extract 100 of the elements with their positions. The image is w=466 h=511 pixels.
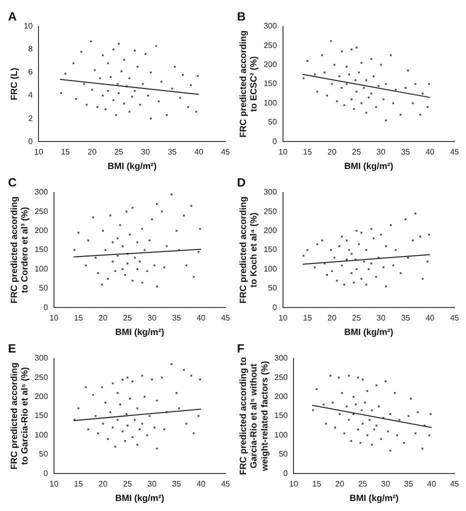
y-tick-label: 300 bbox=[264, 22, 278, 31]
y-tick-label: 150 bbox=[274, 411, 288, 420]
x-axis-title: BMI (kg/m²) bbox=[344, 327, 394, 338]
x-tick-label: 40 bbox=[427, 480, 437, 489]
x-tick-label: 40 bbox=[426, 148, 436, 157]
y-tick-label: 10 bbox=[24, 22, 34, 31]
x-axis-title: BMI (kg/m²) bbox=[108, 161, 157, 172]
y-axis-title: FRC predicted according to Garcia-Rio et al⁵ (%) bbox=[8, 362, 30, 470]
y-tick-label: 150 bbox=[264, 245, 278, 254]
y-tick-label: 0 bbox=[283, 468, 288, 478]
y-tick-label: 100 bbox=[274, 430, 288, 440]
y-tick-label: 300 bbox=[34, 188, 48, 197]
y-axis-title: FRC predicted according to ECSC² (%) bbox=[238, 30, 259, 138]
y-tick-label: 250 bbox=[264, 206, 278, 216]
x-tick-label: 45 bbox=[450, 148, 460, 157]
chart-title: A bbox=[8, 10, 17, 24]
x-tick-label: 10 bbox=[289, 480, 299, 489]
x-tick-label: 30 bbox=[376, 148, 386, 157]
x-tick-label: 15 bbox=[312, 480, 322, 489]
x-tick-label: 20 bbox=[328, 148, 337, 157]
x-tick-label: 20 bbox=[88, 148, 98, 157]
y-tick-label: 6 bbox=[28, 68, 34, 77]
x-tick-label: 30 bbox=[148, 314, 158, 323]
y-tick-label: 300 bbox=[34, 354, 48, 363]
y-tick-label: 250 bbox=[264, 40, 278, 50]
x-tick-label: 45 bbox=[221, 314, 231, 323]
x-tick-label: 10 bbox=[49, 314, 59, 323]
x-tick-label: 25 bbox=[358, 480, 368, 489]
y-tick-label: 100 bbox=[34, 264, 48, 274]
chart-title: E bbox=[8, 342, 16, 356]
chart-title: D bbox=[237, 176, 246, 190]
x-tick-label: 15 bbox=[303, 148, 312, 157]
y-tick-label: 0 bbox=[272, 136, 278, 146]
x-tick-label: 20 bbox=[328, 314, 337, 323]
x-axis-title: BMI (kg/m²) bbox=[344, 161, 394, 172]
chart-title: B bbox=[237, 10, 246, 24]
y-axis-title: FRC predicted according to Garcia-Rio et al⁵ without weight-related factors (%) bbox=[238, 356, 270, 476]
y-tick-label: 0 bbox=[28, 136, 34, 146]
x-tick-label: 25 bbox=[123, 480, 132, 489]
y-tick-label: 250 bbox=[274, 372, 288, 382]
chart-title: F bbox=[237, 342, 244, 356]
y-tick-label: 300 bbox=[274, 354, 288, 363]
y-axis-title: FRC (L) bbox=[8, 68, 19, 100]
y-tick-label: 200 bbox=[34, 226, 48, 236]
x-tick-label: 20 bbox=[98, 480, 108, 489]
y-tick-label: 2 bbox=[28, 114, 34, 123]
y-tick-label: 50 bbox=[268, 284, 278, 293]
y-tick-label: 200 bbox=[264, 60, 278, 70]
x-tick-label: 15 bbox=[60, 148, 70, 157]
y-tick-label: 250 bbox=[34, 206, 48, 216]
x-axis-title: BMI (kg/m²) bbox=[350, 493, 399, 504]
x-tick-label: 45 bbox=[450, 480, 460, 489]
x-tick-label: 35 bbox=[401, 314, 411, 323]
y-tick-label: 150 bbox=[34, 245, 48, 254]
chart-title: C bbox=[8, 176, 17, 190]
x-tick-label: 40 bbox=[196, 480, 206, 489]
x-tick-label: 45 bbox=[221, 480, 231, 489]
y-axis-title: FRC predicted according to Koch et al⁴ (%) bbox=[238, 196, 259, 304]
y-tick-label: 250 bbox=[34, 372, 48, 382]
x-tick-label: 30 bbox=[141, 148, 150, 157]
x-tick-label: 35 bbox=[172, 480, 182, 489]
x-tick-label: 40 bbox=[426, 314, 436, 323]
x-tick-label: 20 bbox=[98, 314, 108, 323]
y-tick-label: 4 bbox=[28, 90, 34, 100]
x-tick-label: 20 bbox=[335, 480, 345, 489]
x-tick-label: 30 bbox=[148, 480, 158, 489]
y-tick-label: 200 bbox=[274, 392, 288, 402]
y-axis-title: FRC predicted according to Cordero et al³ (%) bbox=[8, 196, 30, 304]
y-tick-label: 100 bbox=[34, 430, 48, 440]
x-tick-label: 15 bbox=[303, 314, 312, 323]
x-tick-label: 15 bbox=[74, 314, 84, 323]
x-tick-label: 35 bbox=[168, 148, 178, 157]
x-tick-label: 30 bbox=[376, 314, 386, 323]
y-tick-label: 50 bbox=[39, 450, 48, 459]
y-tick-label: 50 bbox=[268, 118, 278, 127]
y-tick-label: 150 bbox=[264, 79, 278, 88]
y-tick-label: 150 bbox=[34, 411, 48, 420]
y-tick-label: 100 bbox=[264, 98, 278, 108]
y-tick-label: 100 bbox=[264, 264, 278, 274]
x-tick-label: 30 bbox=[381, 480, 391, 489]
x-tick-label: 10 bbox=[49, 480, 59, 489]
x-axis-title: BMI (kg/m²) bbox=[115, 493, 164, 504]
x-tick-label: 25 bbox=[123, 314, 132, 323]
y-tick-label: 50 bbox=[278, 450, 288, 459]
x-tick-label: 40 bbox=[196, 314, 206, 323]
x-tick-label: 35 bbox=[401, 148, 411, 157]
x-tick-label: 25 bbox=[352, 148, 362, 157]
y-tick-label: 300 bbox=[264, 188, 278, 197]
x-tick-label: 15 bbox=[74, 480, 84, 489]
y-tick-label: 0 bbox=[43, 302, 48, 312]
x-tick-label: 45 bbox=[221, 148, 231, 157]
x-tick-label: 40 bbox=[194, 148, 204, 157]
y-tick-label: 0 bbox=[43, 468, 48, 478]
x-tick-label: 35 bbox=[404, 480, 414, 489]
x-tick-label: 35 bbox=[172, 314, 182, 323]
x-tick-label: 25 bbox=[352, 314, 362, 323]
y-tick-label: 200 bbox=[34, 392, 48, 402]
y-tick-label: 0 bbox=[272, 302, 278, 312]
x-tick-label: 25 bbox=[114, 148, 124, 157]
y-tick-label: 8 bbox=[28, 44, 34, 54]
